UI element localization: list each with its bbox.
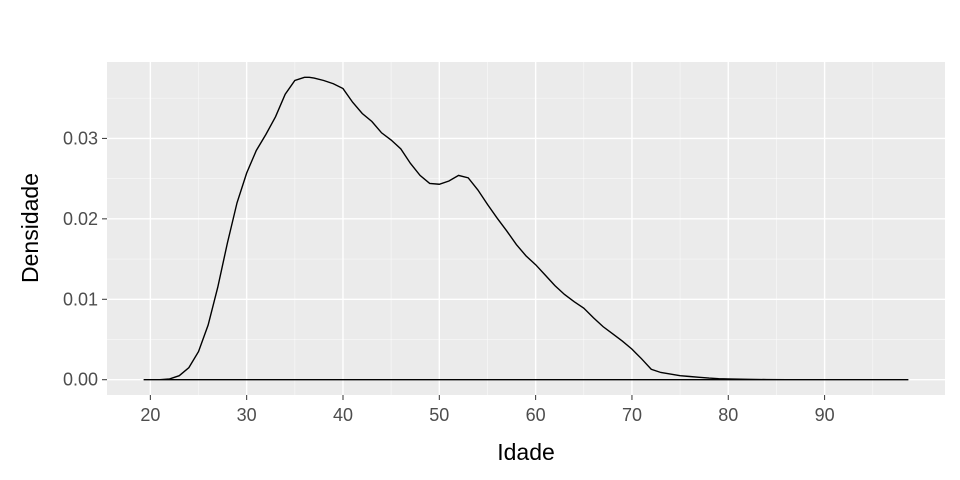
x-tick-label: 90: [815, 405, 835, 425]
x-axis-title: Idade: [497, 439, 555, 465]
x-tick-label: 70: [622, 405, 642, 425]
y-axis-ticks: 0.00 0.01 0.02 0.03: [63, 128, 107, 390]
plot-panel: [107, 62, 945, 395]
y-tick-label: 0.01: [63, 289, 98, 309]
x-tick-label: 50: [429, 405, 449, 425]
x-tick-label: 30: [237, 405, 257, 425]
density-curve: [143, 76, 909, 381]
x-tick-label: 20: [140, 405, 160, 425]
x-axis-ticks: 20 30 40 50 60 70 80 90: [140, 395, 835, 425]
x-tick-label: 40: [333, 405, 353, 425]
y-tick-label: 0.02: [63, 209, 98, 229]
y-axis-title: Densidade: [17, 173, 43, 283]
x-tick-label: 60: [526, 405, 546, 425]
y-tick-label: 0.03: [63, 128, 98, 148]
y-tick-label: 0.00: [63, 370, 98, 390]
x-tick-label: 80: [718, 405, 738, 425]
